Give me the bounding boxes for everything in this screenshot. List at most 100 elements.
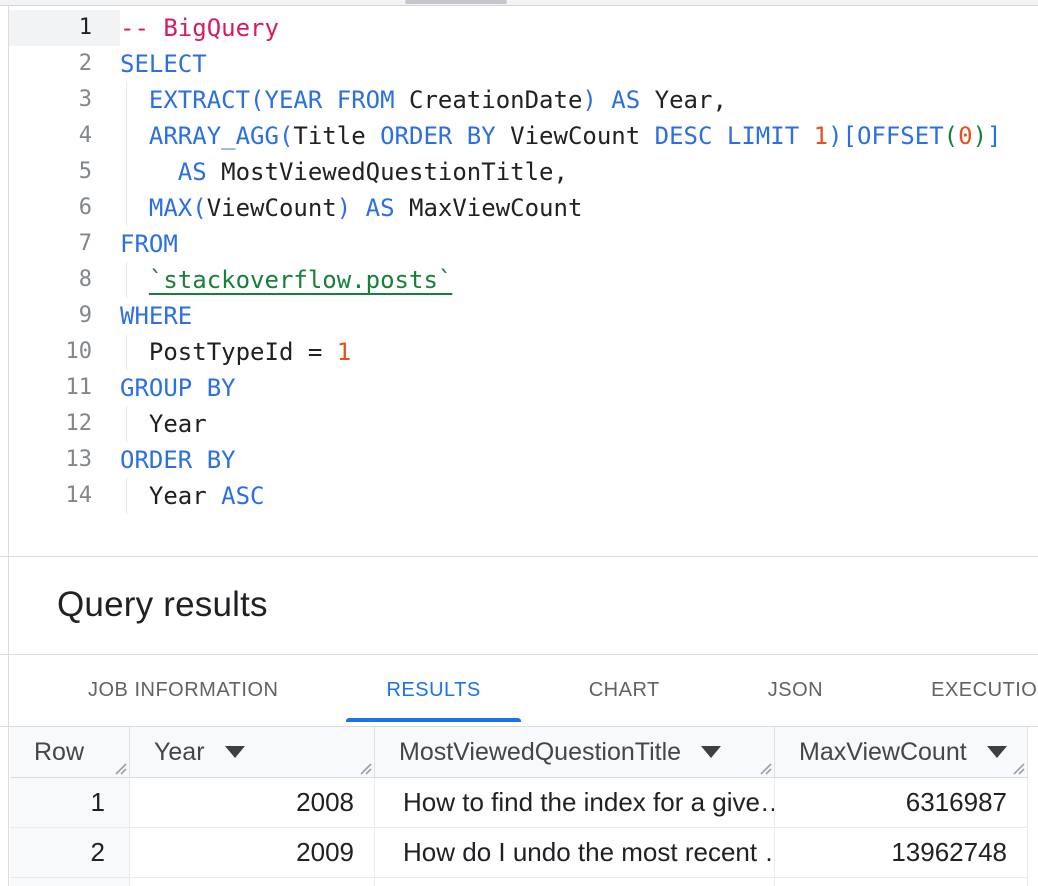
- code-line[interactable]: 1 -- BigQuery: [0, 10, 1038, 46]
- code-token: [120, 122, 149, 150]
- code-token: -- BigQuery: [120, 14, 279, 42]
- panel-left-divider: [8, 5, 9, 886]
- cell-empty: [130, 878, 375, 886]
- code-text[interactable]: -- BigQuery: [120, 10, 1038, 46]
- code-line[interactable]: 4 ARRAY_AGG(Title ORDER BY ViewCount DES…: [0, 118, 1038, 154]
- code-line[interactable]: 6 MAX(ViewCount) AS MaxViewCount: [0, 190, 1038, 226]
- code-token: ): [972, 122, 988, 150]
- cell-empty: [10, 878, 130, 886]
- code-text[interactable]: Year: [120, 406, 1038, 442]
- tab-execution-details[interactable]: EXECUTION DETAILS: [891, 655, 1038, 726]
- code-token: AS: [611, 86, 641, 114]
- table-header-row: Row Year MostViewedQuestionTitle MaxViewCou…: [10, 727, 1028, 778]
- code-token: [597, 86, 611, 114]
- code-token: PostTypeId =: [148, 338, 337, 366]
- code-token: [120, 266, 149, 294]
- tab-chart[interactable]: CHART: [549, 655, 700, 726]
- column-header-label: Year: [154, 737, 205, 766]
- column-header-mostviewedquestiontitle: MostViewedQuestionTitle: [375, 727, 775, 777]
- code-text[interactable]: AS MostViewedQuestionTitle,: [120, 154, 1038, 190]
- sql-editor[interactable]: 1 -- BigQuery 2 SELECT 3 EXTRACT(YEAR FROM C…: [0, 6, 1038, 556]
- code-token: FROM: [120, 230, 178, 258]
- code-line[interactable]: 7 FROM: [0, 226, 1038, 262]
- code-line[interactable]: 12 Year: [0, 406, 1038, 442]
- code-line[interactable]: 10 PostTypeId = 1: [0, 334, 1038, 370]
- code-text[interactable]: Year ASC: [120, 478, 1038, 514]
- column-dropdown-icon[interactable]: [986, 746, 1007, 758]
- code-line[interactable]: 13 ORDER BY: [0, 442, 1038, 478]
- code-text[interactable]: EXTRACT(YEAR FROM CreationDate) AS Year,: [120, 82, 1038, 118]
- code-line[interactable]: 3 EXTRACT(YEAR FROM CreationDate) AS Yea…: [0, 82, 1038, 118]
- line-number: 13: [65, 447, 93, 472]
- indent-guide: [126, 406, 127, 442]
- column-header-maxviewcount: MaxViewCount: [775, 727, 1028, 777]
- column-resize-handle[interactable]: [756, 759, 772, 775]
- cell-maxviewcount: 6316987: [775, 778, 1028, 827]
- code-token: MAX(: [148, 194, 207, 222]
- column-dropdown-icon[interactable]: [701, 746, 722, 758]
- column-resize-handle[interactable]: [356, 759, 372, 775]
- indent-guide: [126, 154, 127, 190]
- column-resize-handle[interactable]: [1009, 759, 1025, 775]
- code-line[interactable]: 11 GROUP BY: [0, 370, 1038, 406]
- code-token: [120, 86, 149, 114]
- code-line[interactable]: 8 `stackoverflow.posts`: [0, 262, 1038, 298]
- tab-json[interactable]: JSON: [728, 655, 863, 726]
- code-text[interactable]: WHERE: [120, 298, 1038, 334]
- table-reference-link[interactable]: `stackoverflow.posts`: [148, 266, 453, 294]
- line-number: 8: [78, 267, 92, 292]
- line-number: 4: [78, 123, 92, 148]
- tab-results[interactable]: RESULTS: [346, 655, 521, 726]
- line-number: 1: [9, 10, 120, 46]
- scrollbar-thumb[interactable]: [405, 0, 507, 4]
- code-token: Year: [120, 482, 222, 510]
- tab-job-information[interactable]: JOB INFORMATION: [48, 655, 318, 726]
- code-text[interactable]: `stackoverflow.posts`: [120, 262, 1038, 298]
- code-token: [351, 194, 365, 222]
- line-number: 6: [78, 195, 92, 220]
- indent-guide: [126, 478, 127, 514]
- active-tab-underline: [346, 718, 521, 722]
- code-text[interactable]: ORDER BY: [120, 442, 1038, 478]
- code-token: CreationDate: [394, 86, 583, 114]
- code-text[interactable]: MAX(ViewCount) AS MaxViewCount: [120, 190, 1038, 226]
- code-token: MostViewedQuestionTitle,: [206, 158, 568, 186]
- code-token: Year: [120, 410, 207, 438]
- column-header-row: Row: [10, 727, 130, 777]
- code-text[interactable]: FROM: [120, 226, 1038, 262]
- line-number: 9: [78, 303, 92, 328]
- column-resize-handle[interactable]: [111, 759, 127, 775]
- code-token: WHERE: [120, 302, 193, 330]
- indent-guide: [126, 334, 127, 370]
- code-text[interactable]: ARRAY_AGG(Title ORDER BY ViewCount DESC …: [120, 118, 1038, 154]
- horizontal-scrollbar[interactable]: [0, 0, 1038, 6]
- line-number: 5: [78, 159, 92, 184]
- cell-empty: [375, 878, 775, 886]
- column-dropdown-icon[interactable]: [224, 746, 245, 758]
- code-token: ]: [987, 122, 1002, 150]
- tab-label: JOB INFORMATION: [88, 679, 279, 701]
- code-line[interactable]: 2 SELECT: [0, 46, 1038, 82]
- table-row: 2 2009 How do I undo the most recent … 1396…: [10, 828, 1028, 878]
- indent-guide: [126, 190, 127, 226]
- line-number: 3: [78, 87, 92, 112]
- code-token: [120, 158, 178, 186]
- code-token: 0: [958, 122, 973, 150]
- indent-guide: [126, 262, 127, 298]
- code-token: ORDER BY: [380, 122, 496, 150]
- line-number: 2: [78, 51, 92, 76]
- cell-mostviewedquestiontitle: How do I undo the most recent …: [375, 828, 775, 877]
- code-line[interactable]: 5 AS MostViewedQuestionTitle,: [0, 154, 1038, 190]
- code-token: AS: [365, 194, 395, 222]
- column-header-label: Row: [34, 737, 85, 766]
- code-text[interactable]: PostTypeId = 1: [120, 334, 1038, 370]
- code-token: ): [336, 194, 352, 222]
- code-line[interactable]: 9 WHERE: [0, 298, 1038, 334]
- cell-empty: [775, 878, 1028, 886]
- code-token: [120, 338, 149, 366]
- code-text[interactable]: SELECT: [120, 46, 1038, 82]
- code-token: )[OFFSET: [828, 122, 944, 150]
- code-line[interactable]: 14 Year ASC: [0, 478, 1038, 514]
- code-text[interactable]: GROUP BY: [120, 370, 1038, 406]
- code-token: [120, 194, 149, 222]
